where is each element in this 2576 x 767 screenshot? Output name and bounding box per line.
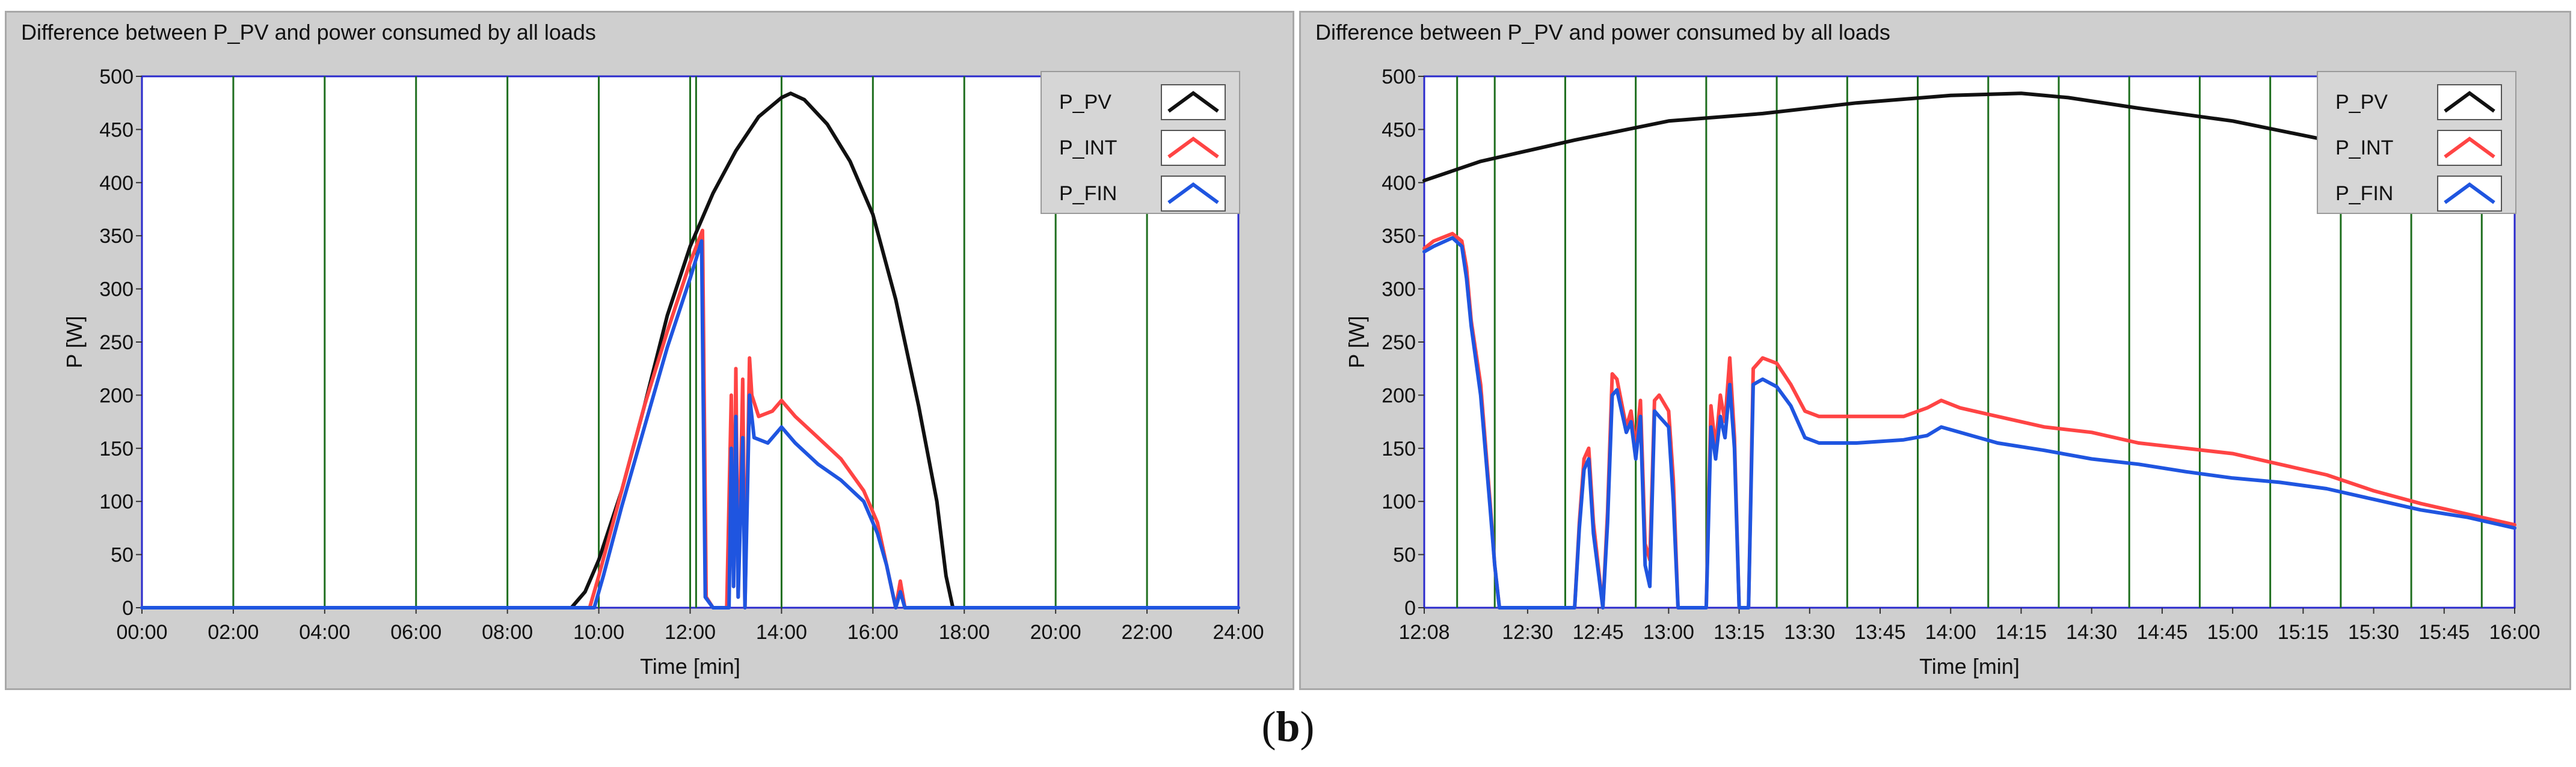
y-tick-label: 400	[1382, 172, 1416, 195]
y-axis-label: P [W]	[1344, 316, 1369, 368]
legend-p-int-marker	[1167, 136, 1219, 159]
x-tick-label: 12:45	[1573, 621, 1624, 644]
y-tick-label: 300	[1382, 278, 1416, 301]
y-tick-label: 500	[1382, 66, 1416, 88]
legend-p-int-marker	[2444, 136, 2495, 159]
legend-label: P_PV	[1059, 91, 1111, 114]
x-tick-label: 14:00	[756, 621, 807, 644]
x-tick-label: 16:00	[847, 621, 899, 644]
series-p-pv-line	[1422, 91, 2516, 195]
x-tick-label: 13:00	[1643, 621, 1694, 644]
series-p-fin-line	[140, 239, 1240, 610]
y-tick-label: 450	[99, 118, 134, 141]
x-tick-label: 04:00	[299, 621, 350, 644]
caption-letter: b	[1276, 703, 1300, 751]
legend-swatch	[2437, 176, 2502, 212]
y-tick-label: 350	[1382, 225, 1416, 248]
legend-p-fin-marker	[1167, 182, 1219, 204]
x-tick-label: 13:15	[1714, 621, 1765, 644]
y-tick-label: 100	[1382, 490, 1416, 513]
x-tick-label: 12:08	[1398, 621, 1449, 644]
legend-label: P_INT	[1059, 136, 1117, 159]
y-tick-label: 100	[99, 490, 134, 513]
y-tick-label: 350	[99, 225, 134, 248]
chart-left: 0 50 100 150 200 250 300 350 400 450 500 00:00 02:00…	[62, 66, 1264, 679]
y-tick-label: 50	[1393, 544, 1416, 567]
legend-swatch	[2437, 130, 2502, 166]
x-tick-label: 10:00	[573, 621, 624, 644]
chart-panel-right: Difference between P_PV and power consum…	[1299, 11, 2571, 690]
legend-p-pv-marker	[1167, 91, 1219, 113]
legend-p-fin-marker	[2444, 182, 2495, 204]
y-tick-label: 50	[111, 544, 134, 567]
figure-caption: (b)	[0, 702, 2576, 752]
x-tick-label: 12:00	[665, 621, 716, 644]
x-tick-label: 14:30	[2066, 621, 2117, 644]
x-tick-label: 15:00	[2207, 621, 2258, 644]
y-tick-label: 250	[99, 331, 134, 354]
x-axis-label: Time [min]	[640, 654, 740, 679]
caption-open: (	[1261, 703, 1276, 751]
y-tick-label: 500	[99, 66, 134, 88]
y-tick-label: 250	[1382, 331, 1416, 354]
x-tick-label: 06:00	[390, 621, 441, 644]
legend-label: P_FIN	[1059, 182, 1117, 205]
y-tick-label: 300	[99, 278, 134, 301]
legend-label: P_FIN	[2335, 182, 2393, 205]
x-tick-label: 15:45	[2418, 621, 2470, 644]
y-tick-label: 0	[122, 597, 134, 620]
y-tick-label: 150	[1382, 438, 1416, 460]
legend-swatch	[2437, 84, 2502, 120]
legend-label: P_PV	[2335, 91, 2388, 114]
chart-title: Difference between P_PV and power consum…	[1315, 20, 1890, 44]
x-tick-label: 13:30	[1784, 621, 1835, 644]
x-tick-label: 18:00	[939, 621, 990, 644]
x-tick-label: 08:00	[482, 621, 533, 644]
series-p-fin-line	[1422, 236, 2516, 610]
legend-label: P_INT	[2335, 136, 2393, 159]
y-tick-label: 400	[99, 172, 134, 195]
caption-close: )	[1300, 703, 1315, 751]
legend-p-pv-marker	[2444, 91, 2495, 113]
x-tick-label: 14:15	[1996, 621, 2047, 644]
x-tick-label: 24:00	[1213, 621, 1264, 644]
chart-right: 0 50 100 150 200 250 300 350 400 450 500 12:08 12:30…	[1344, 66, 2541, 679]
x-axis-label: Time [min]	[1919, 654, 2020, 679]
x-tick-label: 16:00	[2489, 621, 2540, 644]
x-tick-label: 00:00	[116, 621, 167, 644]
y-tick-label: 150	[99, 438, 134, 460]
legend-swatch	[1161, 130, 1226, 166]
y-tick-label: 0	[1404, 597, 1416, 620]
y-tick-label: 200	[99, 384, 134, 407]
x-tick-label: 02:00	[207, 621, 259, 644]
x-tick-label: 22:00	[1122, 621, 1173, 644]
y-axis-label: P [W]	[62, 316, 87, 368]
x-tick-label: 13:45	[1854, 621, 1905, 644]
x-tick-label: 15:30	[2348, 621, 2399, 644]
chart-panel-left: Difference between P_PV and power consum…	[5, 11, 1294, 690]
x-tick-label: 14:00	[1925, 621, 1976, 644]
y-tick-label: 450	[1382, 118, 1416, 141]
x-tick-label: 12:30	[1502, 621, 1553, 644]
chart-title: Difference between P_PV and power consum…	[21, 20, 596, 44]
x-tick-label: 15:15	[2278, 621, 2329, 644]
x-tick-label: 14:45	[2136, 621, 2187, 644]
legend-swatch	[1161, 176, 1226, 212]
y-tick-label: 200	[1382, 384, 1416, 407]
x-tick-label: 20:00	[1030, 621, 1081, 644]
legend-swatch	[1161, 84, 1226, 120]
